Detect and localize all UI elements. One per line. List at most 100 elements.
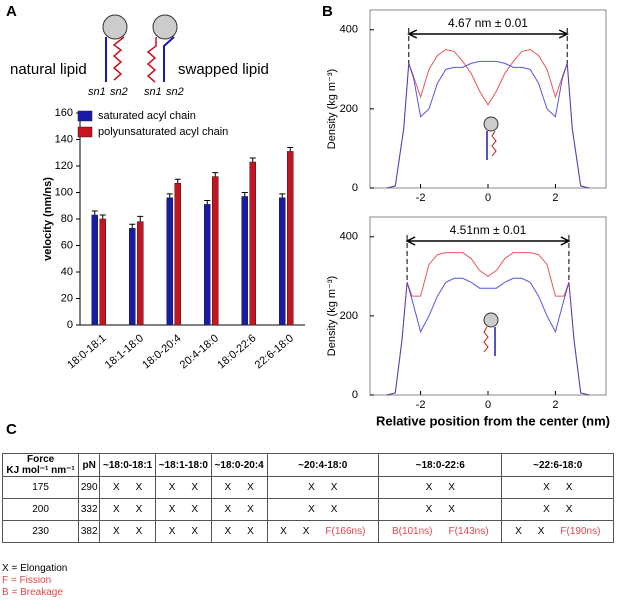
error-bar: [249, 157, 256, 163]
label: sn2: [166, 86, 184, 98]
outcome: X: [247, 482, 254, 493]
outcome: X: [565, 504, 573, 515]
y-tick-label: 400: [340, 24, 358, 36]
y-tick-label: 400: [340, 231, 358, 243]
y-tick-label: 160: [55, 107, 73, 119]
frame: [369, 9, 607, 189]
outcome: X: [247, 526, 254, 537]
outcome: X: [280, 526, 287, 537]
outcome: X: [330, 482, 338, 493]
legend-entry: B = Breakage: [2, 587, 63, 598]
header-cell: pN: [78, 453, 101, 477]
y-tick-label: 0: [352, 389, 358, 401]
error-bar: [99, 214, 106, 219]
legend-entry: X = Elongation: [2, 563, 68, 574]
error-bar: [287, 146, 294, 152]
bar: [204, 204, 211, 326]
y-tick-label: 20: [61, 292, 73, 304]
header-cell: ~18:0-20:4: [210, 453, 268, 477]
outcome: X: [565, 482, 573, 493]
x-tick-label: 18:1-18:0: [103, 332, 146, 371]
cell: 290: [78, 476, 101, 499]
x-axis-label: Relative position from the center (nm): [376, 413, 610, 428]
header-cell: ~20:4-18:0: [266, 453, 380, 477]
bar: [287, 151, 294, 326]
y-tick-label: 80: [61, 213, 73, 225]
outcome: X: [330, 504, 338, 515]
outcome: X: [224, 504, 232, 515]
outcome: X: [543, 504, 550, 515]
panel-label: B: [322, 3, 333, 20]
outcome: X: [543, 482, 550, 493]
header-text: KJ mol⁻¹ nm⁻¹: [6, 465, 75, 476]
table-row: 175 290 X X X X X X X X X X X X: [1, 476, 614, 499]
error-bar: [279, 193, 286, 198]
cell: 200: [1, 498, 80, 521]
outcome: X: [135, 526, 143, 537]
x-tick-label: 2: [552, 399, 558, 411]
y-tick-label: 60: [61, 239, 73, 251]
lipid-cartoon: [102, 14, 178, 83]
density-line: [386, 252, 590, 396]
error-bar: [91, 210, 98, 216]
outcome: X: [191, 482, 199, 493]
legend-entry: F = Fission: [2, 575, 52, 586]
table: Force KJ mol⁻¹ nm⁻¹ pN ~18:0-18:1 ~18:1-18:0…: [1, 453, 614, 543]
outcome: X: [537, 526, 545, 537]
header-cell: ~18:0-18:1: [99, 453, 156, 477]
annotation: 4.51nm ± 0.01: [450, 223, 527, 237]
label: natural lipid: [10, 61, 87, 78]
y-tick-label: 0: [67, 319, 73, 331]
x-tick-label: 0: [485, 192, 491, 204]
y-tick-label: 0: [352, 182, 358, 194]
density-line: [386, 49, 590, 189]
outcome: X: [425, 504, 433, 515]
panel-label: C: [6, 421, 17, 438]
header-cell: ~18:1-18:0: [155, 453, 212, 477]
y-tick-label: 100: [55, 186, 73, 198]
error-bar: [129, 223, 136, 229]
cell: 382: [78, 520, 101, 543]
x-tick-label: 0: [485, 399, 491, 411]
legend-swatch: [77, 110, 93, 122]
outcome: X: [302, 526, 310, 537]
outcome: X: [448, 504, 455, 515]
bar: [174, 182, 181, 326]
outcome: X: [308, 504, 315, 515]
outcome: X: [168, 526, 176, 537]
outcome: F(166ns): [325, 526, 366, 537]
arrow: [407, 29, 569, 39]
x-tick-label: 2: [552, 192, 558, 204]
legend: X = Elongation F = Fission B = Breakage: [2, 563, 67, 599]
x-tick-label: 18:0-18:1: [65, 332, 108, 371]
arrow: [405, 236, 571, 246]
legend-label: saturated acyl chain: [98, 110, 196, 122]
y-axis-label: Density (kg m⁻³): [326, 276, 338, 356]
outcome: F(143ns): [448, 526, 489, 537]
outcome: X: [191, 504, 199, 515]
error-bar: [204, 199, 211, 205]
outcome: X: [112, 482, 120, 493]
error-bar: [241, 192, 248, 197]
outcome: X: [168, 504, 176, 515]
error-bar: [174, 178, 181, 184]
table-row: 230 382 X X X X X X X X F(166ns) B(101ns) F(143ns) X X…: [1, 520, 614, 543]
y-axis-label: velocity (nm/ns): [42, 177, 54, 261]
outcome: X: [135, 482, 143, 493]
header-cell: ~18:0-22:6: [377, 453, 503, 477]
outcome: X: [247, 504, 254, 515]
x-tick-label: 22:6-18:0: [253, 332, 296, 371]
error-bar: [137, 215, 144, 222]
header-cell: ~22:6-18:0: [501, 453, 614, 477]
bar: [279, 197, 286, 326]
